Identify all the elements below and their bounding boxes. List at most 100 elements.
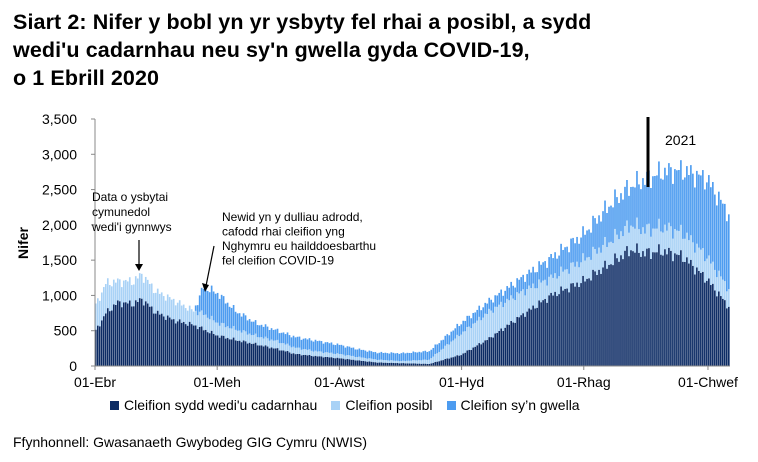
bar-1-227 [548,276,550,296]
bar-2-87 [268,329,271,341]
chart-title-line-1: Siart 2: Nifer y bobl yn yr ysbyty fel r… [13,10,592,34]
bar-2-230 [554,252,556,274]
bar-0-239 [572,283,574,366]
bar-1-209 [512,298,514,323]
bar-0-291 [676,254,678,366]
bar-0-46 [186,325,189,366]
bar-0-97 [288,352,291,366]
x-tick-label-0: 01-Ebr [74,374,116,390]
bar-2-221 [536,272,538,289]
bar-2-216 [526,274,528,290]
bar-0-66 [226,337,229,366]
bar-1-57 [208,319,211,334]
bar-2-162 [418,351,421,361]
bar-0-108 [310,355,313,366]
bar-1-270 [634,228,636,253]
bar-2-277 [648,170,650,224]
bar-2-67 [228,306,231,329]
bar-1-37 [168,297,171,318]
bar-0-249 [592,269,594,366]
bar-1-185 [464,331,467,353]
bar-2-78 [250,321,253,336]
bar-2-70 [234,311,237,330]
annotation-method-arrowhead [202,283,209,292]
bar-1-224 [542,280,544,301]
bar-2-75 [244,315,247,332]
bar-1-293 [680,224,682,251]
bar-2-93 [280,332,283,344]
bar-2-205 [504,290,506,303]
bar-0-223 [540,302,542,366]
bar-1-12 [118,279,121,302]
bar-1-128 [350,355,353,360]
bar-2-220 [534,272,536,289]
bar-2-111 [316,341,319,352]
bar-0-16 [126,303,129,366]
bar-2-148 [390,352,393,361]
bar-2-300 [694,187,696,253]
bar-0-48 [190,324,193,366]
bar-0-98 [290,353,293,366]
bar-2-74 [242,313,245,331]
bar-1-9 [112,279,115,305]
bar-2-279 [652,176,654,229]
bar-1-140 [374,359,377,363]
bar-2-50 [194,305,197,311]
bar-1-142 [378,359,381,363]
bar-2-237 [568,252,570,274]
bar-0-161 [416,363,419,366]
bar-2-272 [638,184,640,230]
bar-0-74 [242,340,245,366]
bar-1-35 [164,300,167,320]
bar-0-205 [504,327,506,366]
bar-2-176 [446,334,449,345]
bar-2-125 [344,347,347,356]
bar-1-252 [598,247,600,270]
bar-2-274 [642,178,644,228]
bar-0-213 [520,315,522,366]
bar-0-50 [194,325,197,366]
bar-2-227 [548,257,550,277]
bar-2-245 [584,234,586,261]
bar-2-261 [616,197,618,235]
bar-1-218 [530,288,532,310]
bar-2-80 [254,320,257,334]
bar-1-70 [234,329,237,341]
bar-2-149 [392,352,395,361]
bar-1-238 [570,262,572,284]
annotation-community-arrowhead [135,264,143,271]
bar-0-52 [198,326,201,366]
bar-0-130 [354,360,357,366]
bar-0-220 [534,308,536,366]
bar-1-174 [442,348,445,361]
bar-1-137 [368,358,371,362]
bar-2-178 [450,331,453,342]
bar-1-28 [150,283,153,307]
y-tick-label-2: 1,000 [42,287,77,303]
bar-2-223 [540,264,542,283]
bar-1-157 [408,360,411,364]
bar-1-97 [288,345,291,353]
bar-1-175 [444,345,447,359]
bar-1-194 [482,317,485,343]
bar-1-17 [128,277,131,301]
bar-2-62 [218,298,221,326]
year-marker-label: 2021 [665,132,696,148]
bar-1-278 [650,236,652,259]
bar-0-204 [502,330,504,366]
bar-0-149 [392,362,395,366]
bar-1-45 [184,308,187,325]
bar-1-260 [614,228,616,254]
bar-2-286 [666,175,668,231]
bar-2-52 [198,295,201,312]
bar-2-278 [650,187,652,237]
bar-1-127 [348,355,351,360]
bar-2-288 [670,167,672,227]
bar-0-102 [298,353,301,366]
bar-1-287 [668,222,670,248]
bar-1-210 [514,300,516,323]
legend-swatch-confirmed [110,400,119,410]
bar-1-272 [638,229,640,253]
bar-2-264 [622,199,624,237]
